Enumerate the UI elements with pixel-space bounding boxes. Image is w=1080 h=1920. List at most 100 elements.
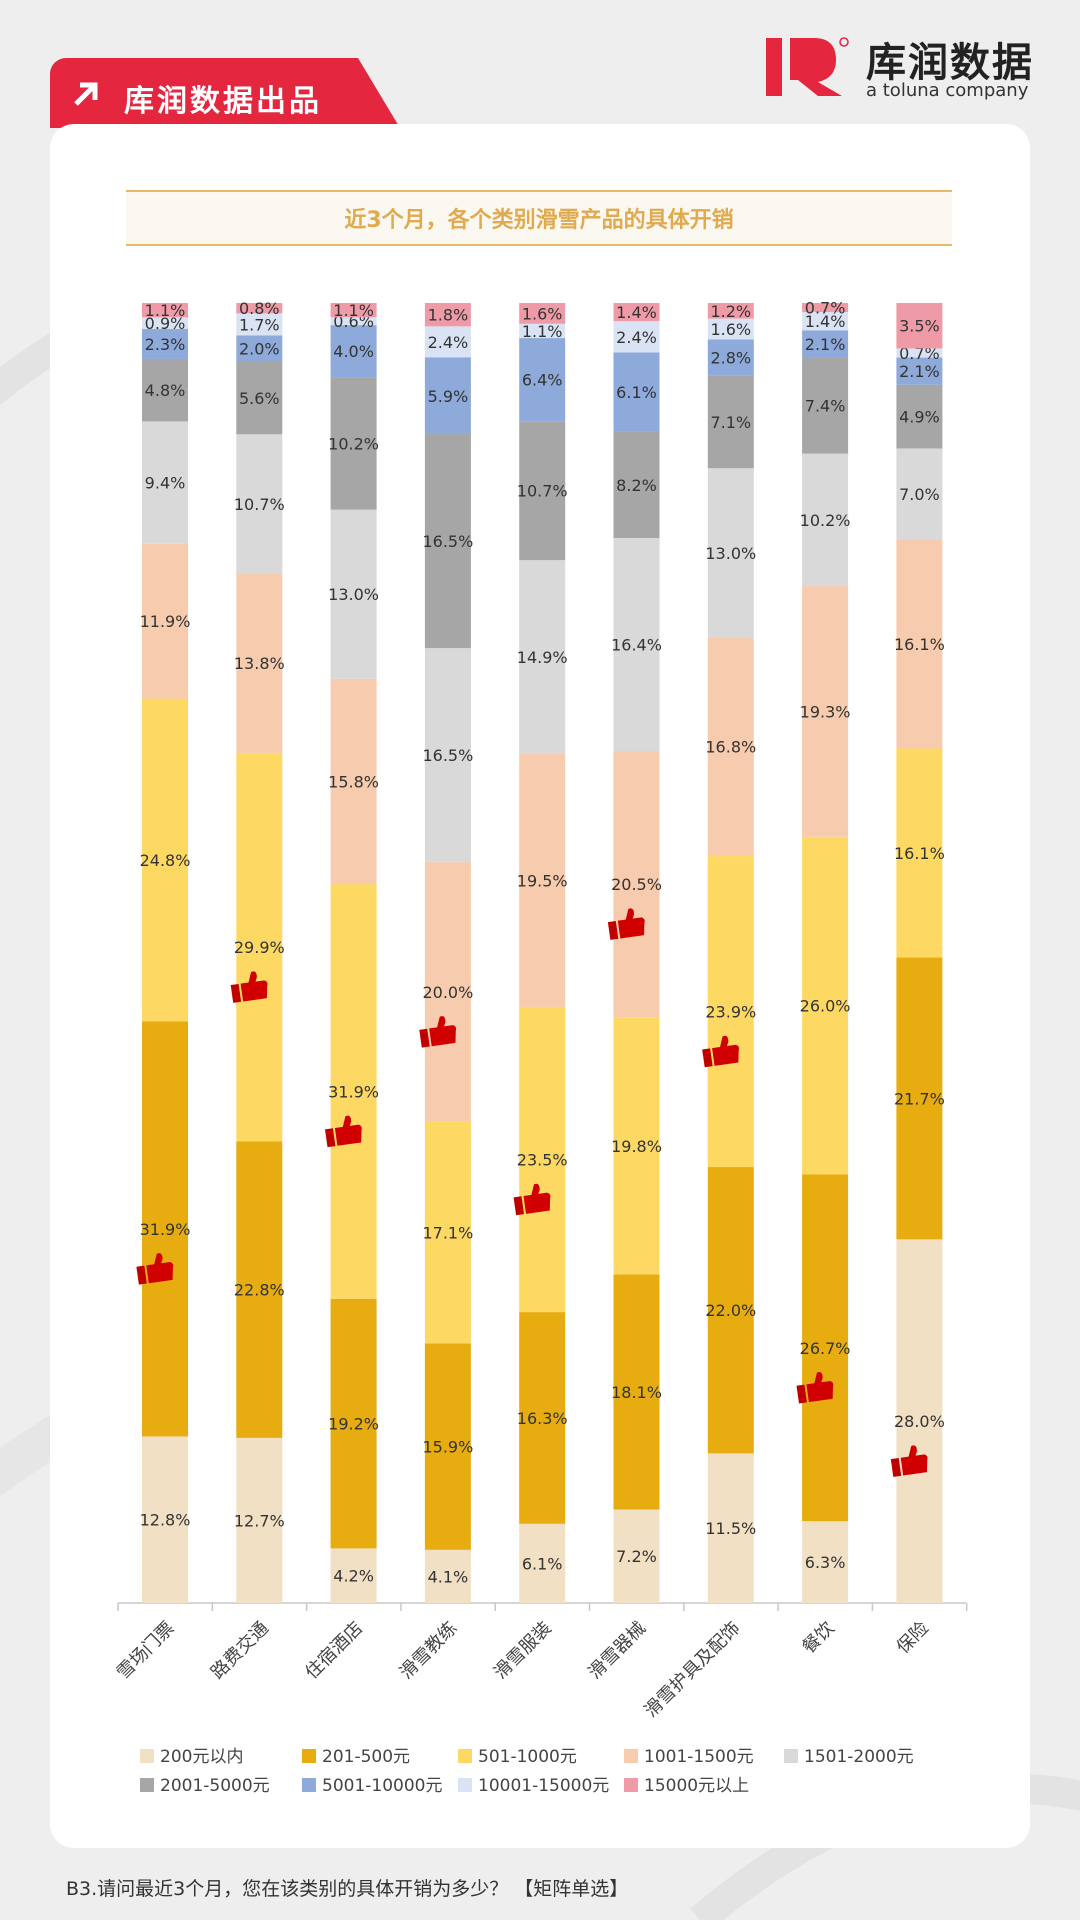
bar-segment	[424, 1549, 471, 1603]
data-label: 9.4%	[145, 474, 186, 493]
data-label: 0.9%	[145, 314, 186, 333]
data-label: 18.1%	[611, 1383, 662, 1402]
data-label: 11.9%	[140, 612, 191, 631]
bar-segment	[896, 448, 943, 540]
bar-segment	[236, 303, 283, 314]
data-label: 26.0%	[800, 997, 851, 1016]
legend-swatch	[784, 1749, 798, 1763]
data-label: 16.1%	[894, 844, 945, 863]
data-label: 1.2%	[710, 302, 751, 321]
data-label: 20.0%	[422, 983, 473, 1002]
bar-segment	[236, 361, 283, 435]
data-label: 2.0%	[239, 340, 280, 359]
legend-label: 1001-1500元	[644, 1747, 754, 1767]
data-label: 24.8%	[140, 851, 191, 870]
bar-segment	[142, 329, 188, 359]
thumbs-up-icon	[607, 908, 645, 940]
legend-swatch	[458, 1749, 472, 1763]
question-footnote: B3.请问最近3个月，您在该类别的具体开销为多少？ 【矩阵单选】	[66, 1878, 629, 1900]
bar-segment	[330, 1298, 377, 1549]
data-label: 15.9%	[422, 1438, 473, 1457]
bar-segment	[519, 1523, 566, 1603]
legend-swatch	[140, 1778, 154, 1792]
bar-segment	[613, 1509, 660, 1603]
data-label: 7.1%	[710, 413, 751, 432]
data-label: 1.7%	[239, 315, 280, 334]
data-label: 1.8%	[428, 306, 469, 325]
category-tick-label: 滑雪护具及配饰	[640, 1618, 744, 1722]
bar-segment	[519, 1006, 566, 1313]
bar-segment	[330, 303, 377, 318]
legend-label: 200元以内	[160, 1747, 243, 1767]
data-label: 16.4%	[611, 636, 662, 655]
bar-segment	[707, 637, 754, 857]
legend-label: 501-1000元	[478, 1747, 577, 1767]
data-label: 4.2%	[333, 1567, 374, 1586]
bar-segment	[519, 1312, 566, 1524]
data-label: 0.7%	[899, 344, 940, 363]
bar-segment	[896, 357, 943, 385]
data-label: 19.8%	[611, 1137, 662, 1156]
data-label: 1.4%	[616, 303, 657, 322]
bar-segment	[707, 303, 754, 319]
data-label: 6.4%	[522, 371, 563, 390]
data-label: 6.3%	[805, 1553, 846, 1572]
brand-tag	[50, 58, 400, 128]
bar-segment	[613, 431, 660, 539]
data-label: 1.1%	[333, 301, 374, 320]
data-label: 11.5%	[705, 1519, 756, 1538]
bar-segment	[707, 1167, 754, 1454]
thumbs-up-icon	[136, 1253, 174, 1285]
data-label: 16.5%	[422, 532, 473, 551]
bar-segment	[707, 375, 754, 469]
data-label: 1.1%	[522, 322, 563, 341]
data-label: 8.2%	[616, 476, 657, 495]
legend-label: 2001-5000元	[160, 1776, 270, 1796]
brand-tag-label: 库润数据出品	[124, 84, 322, 119]
bar-segment	[330, 1548, 377, 1603]
kuron-logo-icon	[766, 37, 849, 96]
data-label: 10.2%	[800, 511, 851, 530]
bar-segment	[896, 539, 943, 749]
data-label: 10.7%	[234, 495, 285, 514]
data-label: 5.6%	[239, 389, 280, 408]
bar-segment	[142, 317, 188, 330]
bar-segment	[707, 856, 754, 1168]
bar-segment	[896, 303, 943, 349]
data-label: 1.6%	[522, 304, 563, 323]
bar-segment	[896, 1239, 943, 1603]
category-tick-label: 滑雪教练	[396, 1618, 462, 1684]
data-label: 10.2%	[328, 434, 379, 453]
data-label: 7.0%	[899, 485, 940, 504]
data-label: 2.1%	[805, 335, 846, 354]
category-tick-label: 滑雪服装	[490, 1618, 556, 1684]
data-label: 16.8%	[705, 738, 756, 757]
bar-segment	[519, 303, 566, 324]
thumbs-up-icon	[230, 971, 268, 1003]
data-label: 0.7%	[805, 299, 846, 318]
bar-segment	[142, 1436, 188, 1603]
legend-label: 201-500元	[322, 1747, 410, 1767]
bar-segment	[236, 434, 283, 574]
legend-swatch	[302, 1778, 316, 1792]
data-label: 4.9%	[899, 408, 940, 427]
bar-segment	[802, 330, 849, 358]
data-label: 22.8%	[234, 1281, 285, 1300]
bar-segment	[236, 752, 283, 1142]
bar-segment	[519, 753, 566, 1007]
bar-segment	[330, 325, 377, 378]
bar-segment	[142, 1021, 188, 1437]
logo-name: 库润数据	[866, 40, 1034, 86]
data-label: 4.8%	[145, 381, 186, 400]
bar-segment	[519, 323, 566, 339]
data-label: 15.8%	[328, 772, 379, 791]
data-label: 31.9%	[140, 1220, 191, 1239]
bar-segment	[330, 884, 377, 1299]
data-label: 7.2%	[616, 1547, 657, 1566]
bar-segment	[236, 1141, 283, 1438]
thumbs-up-icon	[324, 1115, 362, 1148]
bar-segment	[424, 357, 471, 435]
bar-segment	[802, 1521, 849, 1603]
bar-segment	[424, 434, 471, 649]
data-label: 23.9%	[705, 1003, 756, 1022]
